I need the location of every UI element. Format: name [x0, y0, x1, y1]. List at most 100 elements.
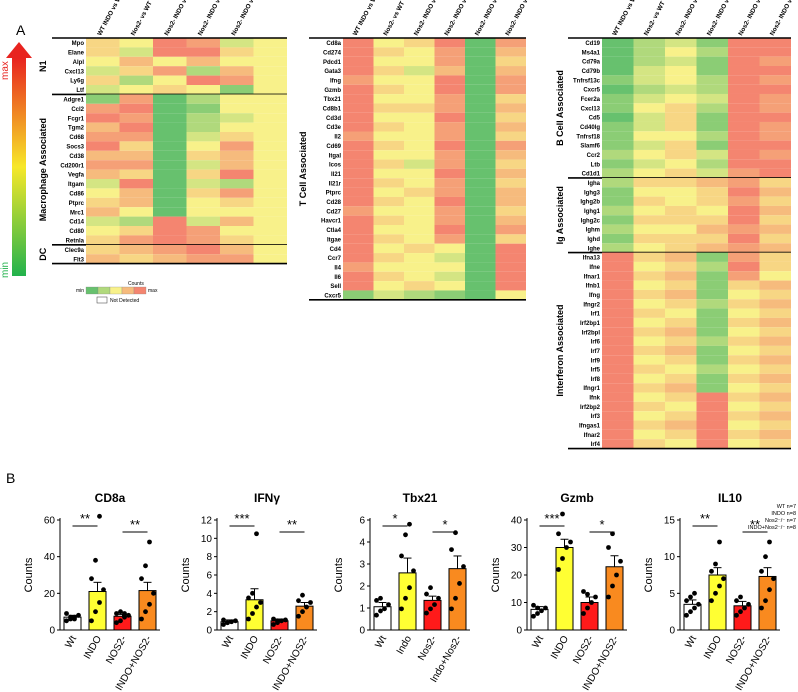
row-label: Cd5	[589, 116, 601, 122]
heat-cell	[633, 364, 665, 374]
heat-cell	[696, 38, 728, 48]
heat-cell	[253, 207, 287, 217]
heat-cell	[759, 140, 791, 150]
heat-cell	[404, 94, 435, 104]
heat-cell	[153, 216, 187, 226]
data-point	[688, 594, 693, 600]
heat-cell	[343, 150, 374, 160]
heat-cell	[434, 225, 465, 235]
row-label: Ms4a1	[582, 50, 601, 56]
heat-cell	[434, 243, 465, 254]
y-tick-label: 0	[516, 626, 522, 637]
data-point	[147, 601, 152, 607]
group-label: DC	[38, 247, 48, 260]
heat-cell	[153, 66, 187, 76]
heat-cell	[86, 85, 120, 95]
heat-cell	[495, 38, 526, 48]
heat-cell	[373, 103, 404, 113]
heat-cell	[696, 317, 728, 328]
column-label: Nos2- INDO vs WT	[443, 0, 475, 37]
heat-cell	[343, 178, 374, 188]
heat-cell	[153, 75, 187, 85]
heat-cell	[153, 113, 187, 123]
heat-cell	[602, 56, 634, 66]
heat-cell	[696, 243, 728, 253]
heat-cell	[665, 289, 697, 300]
heat-cell	[665, 38, 697, 48]
x-tick-label: INDO	[239, 634, 261, 661]
y-tick-label: 4	[359, 538, 365, 549]
heat-cell	[728, 140, 760, 150]
row-label: Pdcd1	[323, 60, 342, 66]
heat-cell	[373, 281, 404, 291]
heat-cell	[696, 439, 728, 449]
row-label: Tbx21	[324, 97, 342, 103]
heat-cell	[602, 383, 634, 393]
heat-cell	[728, 327, 760, 337]
data-point	[114, 611, 119, 616]
heat-cell	[186, 216, 220, 226]
heat-cell	[434, 262, 465, 272]
heat-cell	[253, 179, 287, 189]
heat-cell	[602, 327, 634, 337]
heat-cell	[728, 121, 760, 132]
counts-legend-swatch	[109, 286, 123, 295]
heat-cell	[186, 47, 220, 57]
data-point	[300, 609, 305, 615]
heat-cell	[728, 224, 760, 234]
heat-cell	[759, 308, 791, 318]
heat-cell	[602, 38, 634, 48]
heat-cell	[465, 131, 496, 141]
bar	[555, 547, 574, 631]
heat-cell	[696, 233, 728, 244]
heat-cell	[119, 85, 153, 95]
heat-cell	[728, 429, 760, 440]
heat-cell	[665, 243, 697, 253]
heat-cell	[434, 281, 465, 291]
data-point	[738, 609, 743, 615]
data-point	[610, 583, 615, 589]
data-point	[688, 609, 693, 615]
row-label: Tnfrsf13c	[573, 78, 601, 84]
row-label: Irf3	[591, 414, 601, 420]
row-label: Cd38	[69, 154, 84, 160]
data-point	[449, 606, 454, 612]
heat-cell	[404, 196, 435, 207]
heat-cell	[759, 392, 791, 402]
heat-cell	[186, 197, 220, 208]
legend-entry: INDO n=8	[771, 511, 796, 517]
row-label: Itgae	[327, 237, 342, 243]
data-point	[126, 612, 131, 618]
heat-cell	[633, 280, 665, 290]
heat-cell	[153, 85, 187, 95]
heat-cell	[86, 38, 120, 48]
heat-cell	[86, 160, 120, 170]
heat-cell	[373, 262, 404, 272]
heat-cell	[186, 56, 220, 67]
row-label: Il6	[334, 275, 341, 281]
heat-cell	[373, 168, 404, 179]
data-point	[246, 616, 251, 622]
heat-cell	[633, 205, 665, 216]
heat-cell	[665, 159, 697, 169]
x-tick-label: INDO	[82, 634, 104, 661]
row-label: Itgal	[329, 153, 342, 159]
heat-cell	[602, 140, 634, 150]
heat-cell	[633, 187, 665, 197]
data-point	[535, 611, 540, 616]
heat-cell	[153, 38, 187, 48]
data-point	[556, 567, 561, 572]
heat-cell	[404, 290, 435, 300]
counts-legend-title: Counts	[128, 281, 144, 287]
heat-cell	[495, 196, 526, 207]
heat-cell	[186, 103, 220, 114]
heat-cell	[186, 179, 220, 189]
y-tick-label: 0	[359, 626, 365, 637]
column-label: Nos2- vs WT	[382, 0, 406, 37]
row-label: Ifnb1	[586, 284, 601, 290]
heat-cell	[759, 420, 791, 430]
heat-cell	[404, 122, 435, 132]
data-point	[449, 547, 454, 553]
data-point	[610, 531, 615, 537]
